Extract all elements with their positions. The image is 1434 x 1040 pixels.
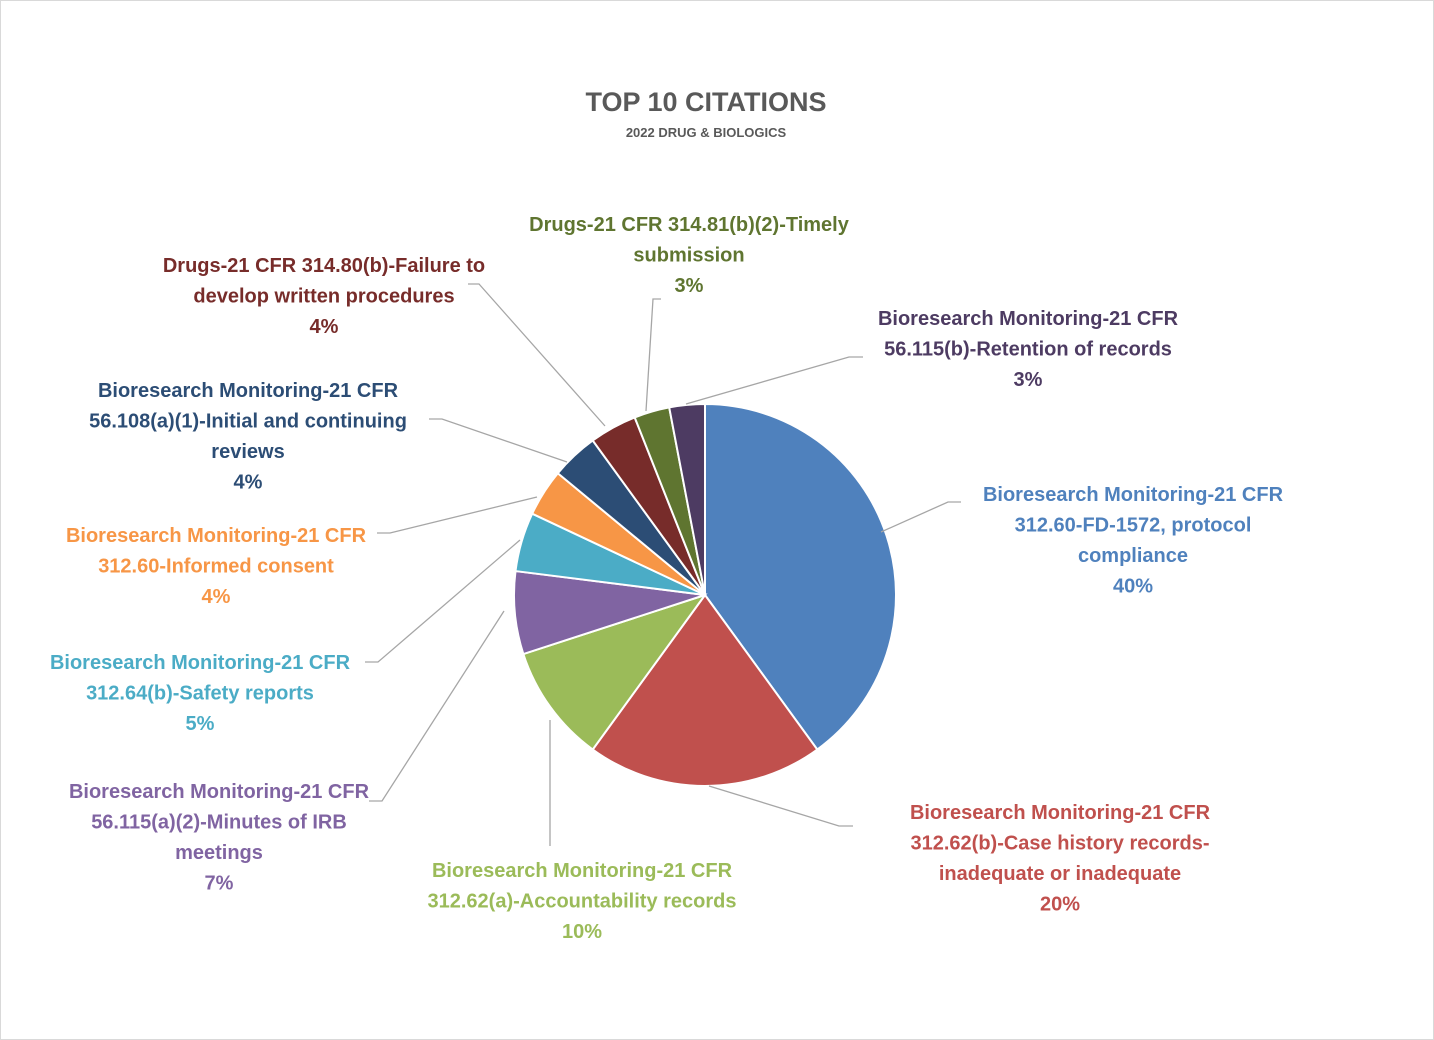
slice-percent-label: 20%	[1040, 894, 1080, 916]
slice-percent-label: 40%	[1113, 576, 1153, 598]
pie-slice-3	[522, 593, 708, 751]
slice-label-line: Bioresearch Monitoring-21 CFR	[878, 308, 1179, 330]
leader-lines	[365, 283, 961, 846]
slice-label-line: Bioresearch Monitoring-21 CFR	[66, 525, 367, 547]
slice-label-line: Bioresearch Monitoring-21 CFR	[910, 802, 1211, 824]
slice-label-line: compliance	[1078, 545, 1188, 567]
slice-label-line: meetings	[175, 842, 263, 864]
slice-percent-label: 4%	[202, 586, 231, 608]
slice-label-line: reviews	[211, 441, 284, 463]
slice-percent-label: 7%	[205, 873, 234, 895]
leader-line-6	[377, 496, 538, 534]
pie-slice-1	[704, 402, 897, 751]
leader-line-8	[468, 283, 606, 427]
leader-line-4	[369, 610, 505, 802]
slice-label-line: Bioresearch Monitoring-21 CFR	[69, 781, 370, 803]
slice-percent-label: 3%	[1014, 369, 1043, 391]
slice-label-line: 312.62(a)-Accountability records	[428, 891, 737, 913]
slice-label-6: Bioresearch Monitoring-21 CFR 312.60-Info…	[66, 525, 367, 608]
pie-slice-10	[668, 402, 706, 596]
slice-label-line: 312.60-FD-1572, protocol	[1015, 515, 1252, 537]
pie-slice-2	[591, 593, 819, 787]
slice-label-line: 312.60-Informed consent	[98, 556, 334, 578]
slice-label-line: Drugs-21 CFR 314.81(b)(2)-Timely	[529, 214, 850, 236]
pie-slices	[513, 402, 897, 787]
slice-labels: Bioresearch Monitoring-21 CFR 312.60-FD-1…	[50, 214, 1284, 943]
slice-label-line: Drugs-21 CFR 314.80(b)-Failure to	[163, 255, 485, 277]
slice-label-4: Bioresearch Monitoring-21 CFR 56.115(a)(2…	[69, 781, 370, 895]
leader-line-7	[429, 418, 568, 463]
leader-line-5	[365, 539, 521, 663]
slice-label-line: 56.108(a)(1)-Initial and continuing	[89, 411, 407, 433]
slice-percent-label: 4%	[234, 472, 263, 494]
slice-percent-label: 10%	[562, 921, 602, 943]
slice-label-line: Bioresearch Monitoring-21 CFR	[983, 484, 1284, 506]
leader-line-2	[708, 785, 853, 827]
slice-label-5: Bioresearch Monitoring-21 CFR 312.64(b)-S…	[50, 652, 351, 735]
chart-subtitle: 2022 DRUG & BIOLOGICS	[625, 125, 787, 140]
slice-label-line: develop written procedures	[193, 286, 454, 308]
slice-label-line: submission	[633, 245, 744, 267]
slice-label-line: inadequate or inadequate	[939, 863, 1181, 885]
leader-line-9	[645, 298, 661, 412]
slice-percent-label: 4%	[310, 316, 339, 338]
slice-label-line: 56.115(a)(2)-Minutes of IRB	[91, 812, 347, 834]
slice-label-line: Bioresearch Monitoring-21 CFR	[432, 860, 733, 882]
slice-label-1: Bioresearch Monitoring-21 CFR 312.60-FD-1…	[983, 484, 1284, 598]
slice-label-line: Bioresearch Monitoring-21 CFR	[98, 380, 399, 402]
chart-title: TOP 10 CITATIONS	[585, 87, 827, 117]
slice-percent-label: 3%	[675, 275, 704, 297]
slice-label-line: 312.62(b)-Case history records-	[910, 833, 1209, 855]
slice-percent-label: 5%	[186, 713, 215, 735]
slice-label-2: Bioresearch Monitoring-21 CFR 312.62(b)-C…	[910, 802, 1211, 916]
slice-label-3: Bioresearch Monitoring-21 CFR 312.62(a)-A…	[428, 860, 737, 943]
leader-line-10	[685, 356, 863, 405]
slice-label-line: 56.115(b)-Retention of records	[884, 339, 1172, 361]
slice-label-7: Bioresearch Monitoring-21 CFR 56.108(a)(1…	[89, 380, 407, 494]
slice-label-line: Bioresearch Monitoring-21 CFR	[50, 652, 351, 674]
slice-label-10: Bioresearch Monitoring-21 CFR 56.115(b)-R…	[878, 308, 1179, 391]
slice-label-8: Drugs-21 CFR 314.80(b)-Failure to develop…	[163, 255, 485, 338]
slice-label-line: 312.64(b)-Safety reports	[86, 683, 314, 705]
slice-label-9: Drugs-21 CFR 314.81(b)(2)-Timely submissi…	[529, 214, 850, 297]
leader-line-1	[880, 501, 961, 533]
